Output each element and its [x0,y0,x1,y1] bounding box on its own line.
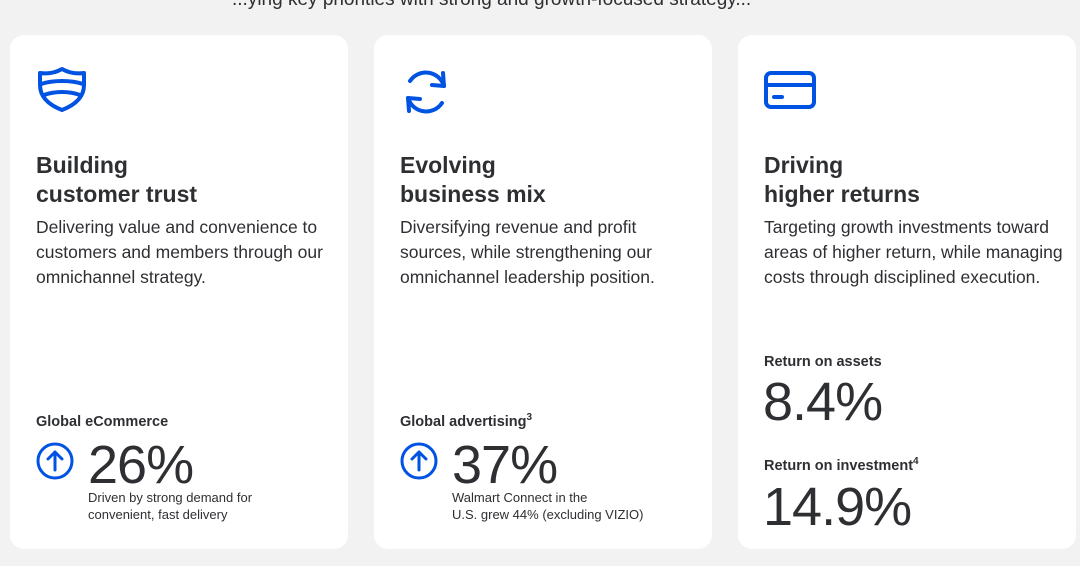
footnote-marker: 4 [913,456,919,467]
card-title-line2: higher returns [764,181,920,207]
shield-icon [35,65,89,113]
metric-label: Global advertising3 [400,412,532,430]
metric-label: Global eCommerce [36,414,169,430]
header-partial-text: ...ying key priorities with strong and g… [232,0,751,11]
card-description: Targeting growth investments toward area… [764,217,1063,287]
metric-note-line1: Walmart Connect in the [452,490,588,505]
metric-label-roi-text: Return on investment [764,458,914,474]
metric-value-roi: 14.9% [763,477,912,537]
card-title-line2: customer trust [36,181,198,207]
metric-note: Driven by strong demand for convenient, … [88,489,328,523]
up-arrow-circle-icon [399,441,439,481]
metric-value: 37% [452,435,558,495]
card-title: Driving higher returns [764,151,920,209]
footnote-marker: 3 [526,412,533,423]
card-title-line2: business mix [400,181,546,207]
card-title: Building customer trust [36,151,197,209]
card-title-line1: Building [36,152,128,178]
card-evolving-business-mix: Evolving business mix Diversifying reven… [374,35,712,549]
metric-label-roa: Return on assets [764,354,882,370]
metric-note-line2: convenient, fast delivery [88,507,228,522]
metric-note-line1: Driven by strong demand for [88,490,253,505]
card-title: Evolving business mix [400,151,546,209]
metric-value: 26% [88,435,194,495]
card-title-line1: Driving [764,152,844,178]
card-description: Diversifying revenue and profit sources,… [400,217,655,287]
card-description: Delivering value and convenience to cust… [36,217,323,287]
card-driving-higher-returns: Driving higher returns Targeting growth … [738,35,1076,549]
metric-label-text: Global advertising [400,414,527,430]
refresh-cycle-icon [399,65,453,114]
up-arrow-circle-icon [35,441,75,481]
metric-value-roa: 8.4% [763,372,883,432]
top-cropped-text: ...ying key priorities with strong and g… [0,0,1080,14]
metric-note-line2: U.S. grew 44% (excluding VIZIO) [452,507,644,522]
metric-label-roi: Return on investment4 [764,456,919,474]
metric-note: Walmart Connect in the U.S. grew 44% (ex… [452,489,692,523]
credit-card-icon [763,65,817,113]
card-title-line1: Evolving [400,152,496,178]
card-building-customer-trust: Building customer trust Delivering value… [10,35,348,549]
